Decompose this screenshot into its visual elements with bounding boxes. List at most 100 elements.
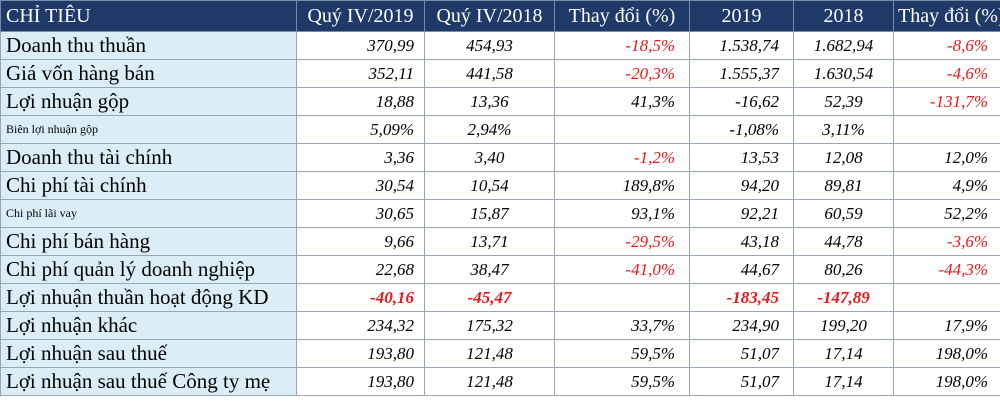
- cell-y2019: 51,07: [689, 367, 794, 396]
- cell-y2018: 80,26: [793, 255, 894, 284]
- cell-y-change: 12,0%: [893, 143, 1000, 172]
- cell-q-change: -1,2%: [554, 143, 690, 172]
- cell-q-change: 41,3%: [554, 87, 690, 116]
- cell-q2018: 441,58: [424, 59, 555, 88]
- row-label: Lợi nhuận sau thuế: [0, 339, 297, 368]
- cell-y-change: -4,6%: [893, 59, 1000, 88]
- header-q2018: Quý IV/2018: [424, 0, 555, 32]
- cell-q2019: 3,36: [296, 143, 425, 172]
- cell-q-change: 59,5%: [554, 367, 690, 396]
- row-label: Biên lợi nhuận gộp: [0, 115, 297, 144]
- table-row: Lợi nhuận sau thuế Công ty mẹ 193,80 121…: [0, 367, 1000, 396]
- cell-q2018: 15,87: [424, 199, 555, 228]
- table-row: Lợi nhuận sau thuế 193,80 121,48 59,5% 5…: [0, 339, 1000, 368]
- table-row: Chi phí quản lý doanh nghiệp 22,68 38,47…: [0, 255, 1000, 284]
- table-row: Lợi nhuận gộp 18,88 13,36 41,3% -16,62 5…: [0, 87, 1000, 116]
- cell-y-change: [893, 115, 1000, 144]
- cell-q2019: 193,80: [296, 367, 425, 396]
- table-row: Chi phí tài chính 30,54 10,54 189,8% 94,…: [0, 171, 1000, 200]
- cell-y2018: -147,89: [793, 283, 894, 312]
- cell-q2019: 22,68: [296, 255, 425, 284]
- cell-y2019: 51,07: [689, 339, 794, 368]
- cell-y2018: 12,08: [793, 143, 894, 172]
- row-label: Doanh thu thuần: [0, 31, 297, 60]
- cell-q2018: -45,47: [424, 283, 555, 312]
- header-label: CHỈ TIÊU: [0, 0, 297, 32]
- cell-q2018: 121,48: [424, 339, 555, 368]
- cell-y2018: 44,78: [793, 227, 894, 256]
- cell-y-change: -3,6%: [893, 227, 1000, 256]
- cell-q2018: 38,47: [424, 255, 555, 284]
- cell-y2019: 44,67: [689, 255, 794, 284]
- row-label: Giá vốn hàng bán: [0, 59, 297, 88]
- cell-q2019: 352,11: [296, 59, 425, 88]
- cell-q-change: -29,5%: [554, 227, 690, 256]
- cell-q-change: 93,1%: [554, 199, 690, 228]
- cell-q-change: 189,8%: [554, 171, 690, 200]
- table-row: Biên lợi nhuận gộp 5,09% 2,94% -1,08% 3,…: [0, 115, 1000, 144]
- row-label: Chi phí tài chính: [0, 171, 297, 200]
- table-row: Giá vốn hàng bán 352,11 441,58 -20,3% 1.…: [0, 59, 1000, 88]
- cell-q2018: 3,40: [424, 143, 555, 172]
- table-row: Doanh thu thuần 370,99 454,93 -18,5% 1.5…: [0, 31, 1000, 60]
- cell-y2019: -1,08%: [689, 115, 794, 144]
- cell-q-change: [554, 115, 690, 144]
- table-row: Chi phí lãi vay 30,65 15,87 93,1% 92,21 …: [0, 199, 1000, 228]
- row-label: Doanh thu tài chính: [0, 143, 297, 172]
- cell-q-change: -20,3%: [554, 59, 690, 88]
- cell-y-change: 4,9%: [893, 171, 1000, 200]
- cell-q2018: 121,48: [424, 367, 555, 396]
- cell-y2018: 1.682,94: [793, 31, 894, 60]
- header-row: CHỈ TIÊU Quý IV/2019 Quý IV/2018 Thay đổ…: [0, 0, 1000, 32]
- cell-q2019: 18,88: [296, 87, 425, 116]
- cell-y2018: 60,59: [793, 199, 894, 228]
- cell-y2018: 17,14: [793, 339, 894, 368]
- cell-q2019: 5,09%: [296, 115, 425, 144]
- cell-y2019: 234,90: [689, 311, 794, 340]
- cell-y2019: 92,21: [689, 199, 794, 228]
- cell-q2018: 454,93: [424, 31, 555, 60]
- cell-y2018: 52,39: [793, 87, 894, 116]
- header-y-change: Thay đổi (%): [893, 0, 1000, 32]
- cell-y-change: [893, 283, 1000, 312]
- row-label: Chi phí lãi vay: [0, 199, 297, 228]
- cell-y2019: 94,20: [689, 171, 794, 200]
- table-row: Doanh thu tài chính 3,36 3,40 -1,2% 13,5…: [0, 143, 1000, 172]
- financial-table: CHỈ TIÊU Quý IV/2019 Quý IV/2018 Thay đổ…: [0, 0, 1000, 396]
- cell-q2019: 234,32: [296, 311, 425, 340]
- cell-y-change: 198,0%: [893, 367, 1000, 396]
- cell-y-change: -8,6%: [893, 31, 1000, 60]
- cell-q2019: 9,66: [296, 227, 425, 256]
- cell-q2019: 30,54: [296, 171, 425, 200]
- cell-y2018: 1.630,54: [793, 59, 894, 88]
- cell-y2018: 89,81: [793, 171, 894, 200]
- header-y2018: 2018: [793, 0, 894, 32]
- table-row: Lợi nhuận thuần hoạt động KD -40,16 -45,…: [0, 283, 1000, 312]
- cell-q-change: -41,0%: [554, 255, 690, 284]
- cell-y2019: 13,53: [689, 143, 794, 172]
- row-label: Lợi nhuận gộp: [0, 87, 297, 116]
- table-row: Lợi nhuận khác 234,32 175,32 33,7% 234,9…: [0, 311, 1000, 340]
- cell-q-change: [554, 283, 690, 312]
- row-label: Chi phí quản lý doanh nghiệp: [0, 255, 297, 284]
- row-label: Lợi nhuận thuần hoạt động KD: [0, 283, 297, 312]
- cell-y2019: -183,45: [689, 283, 794, 312]
- cell-y2019: 1.555,37: [689, 59, 794, 88]
- cell-y2019: 1.538,74: [689, 31, 794, 60]
- cell-q-change: 59,5%: [554, 339, 690, 368]
- table-row: Chi phí bán hàng 9,66 13,71 -29,5% 43,18…: [0, 227, 1000, 256]
- cell-q2018: 13,36: [424, 87, 555, 116]
- cell-y-change: 52,2%: [893, 199, 1000, 228]
- header-q2019: Quý IV/2019: [296, 0, 425, 32]
- row-label: Chi phí bán hàng: [0, 227, 297, 256]
- cell-y-change: 198,0%: [893, 339, 1000, 368]
- header-q-change: Thay đổi (%): [554, 0, 690, 32]
- row-label: Lợi nhuận sau thuế Công ty mẹ: [0, 367, 297, 396]
- cell-q-change: 33,7%: [554, 311, 690, 340]
- cell-y2018: 3,11%: [793, 115, 894, 144]
- header-y2019: 2019: [689, 0, 794, 32]
- cell-q2018: 2,94%: [424, 115, 555, 144]
- cell-y-change: -44,3%: [893, 255, 1000, 284]
- cell-q2019: 193,80: [296, 339, 425, 368]
- cell-q2018: 13,71: [424, 227, 555, 256]
